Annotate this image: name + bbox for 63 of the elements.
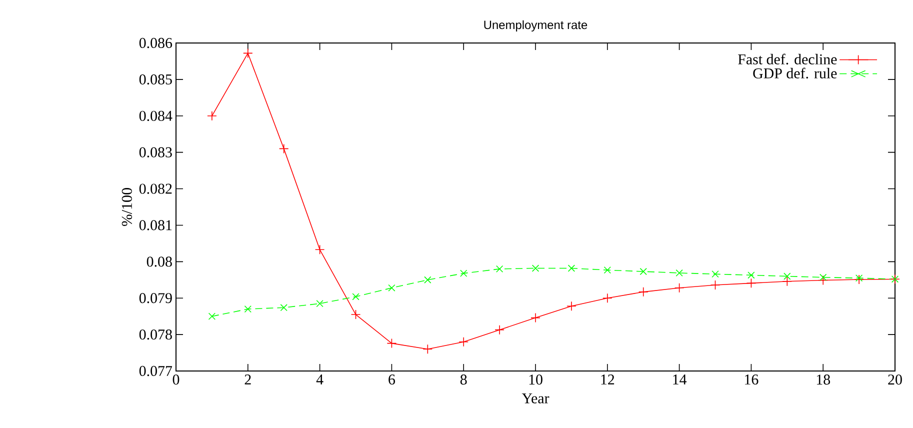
- x-tick-label: 6: [388, 374, 395, 385]
- y-tick-label: 0.083: [139, 147, 172, 158]
- point: [278, 144, 289, 154]
- point: [314, 244, 325, 255]
- point: [568, 264, 576, 272]
- x-tick-label: 0: [172, 374, 180, 385]
- x-tick-label: 14: [673, 374, 687, 384]
- x-tick-label: 8: [460, 374, 467, 385]
- point: [712, 270, 719, 278]
- x-axis-title: Year: [522, 393, 550, 404]
- point: [640, 268, 647, 276]
- y-tick-label: 0.082: [139, 184, 172, 194]
- point: [424, 276, 432, 284]
- point: [638, 287, 648, 297]
- point: [820, 274, 827, 281]
- x-tick-label: 20: [888, 374, 902, 385]
- point: [458, 336, 469, 347]
- point: [855, 274, 863, 282]
- point: [207, 110, 217, 121]
- legend-label: Fast def. decline: [738, 54, 837, 64]
- point: [388, 284, 396, 292]
- point: [710, 280, 720, 290]
- point: [460, 270, 468, 277]
- point: [244, 305, 252, 313]
- y-tick-label: 0.08: [146, 256, 172, 267]
- point: [818, 275, 828, 286]
- point: [350, 310, 361, 320]
- point: [854, 274, 864, 284]
- x-tick-label: 16: [745, 374, 758, 385]
- point: [604, 266, 611, 274]
- point: [532, 264, 540, 272]
- point: [386, 338, 397, 348]
- x-tick-label: 2: [244, 374, 251, 384]
- point: [496, 265, 504, 273]
- y-tick-label: 0.085: [139, 74, 172, 85]
- y-axis-title: %/100: [122, 188, 132, 226]
- legend-label: GDP def. rule: [753, 68, 837, 78]
- x-tick-label: 10: [529, 374, 542, 385]
- point: [316, 300, 324, 308]
- point: [422, 344, 433, 354]
- y-tick-label: 0.086: [139, 38, 172, 48]
- point: [494, 324, 504, 335]
- y-tick-label: 0.084: [139, 110, 172, 121]
- point: [674, 283, 684, 293]
- point: [566, 301, 576, 312]
- point: [676, 269, 683, 277]
- x-tick-label: 12: [601, 374, 614, 384]
- point: [280, 304, 288, 312]
- chart-title: Unemployment rate: [484, 20, 588, 32]
- x-tick-label: 18: [816, 374, 830, 385]
- point: [748, 272, 755, 279]
- point: [208, 312, 216, 320]
- point: [352, 293, 360, 300]
- point: [243, 48, 253, 58]
- y-tick-label: 0.078: [139, 329, 172, 340]
- y-tick-label: 0.077: [139, 366, 172, 376]
- point: [530, 312, 540, 323]
- point: [602, 293, 612, 304]
- x-tick-label: 4: [316, 374, 324, 384]
- y-tick-label: 0.081: [139, 220, 172, 230]
- y-tick-label: 0.079: [139, 293, 172, 304]
- point: [784, 272, 791, 280]
- point: [746, 278, 756, 288]
